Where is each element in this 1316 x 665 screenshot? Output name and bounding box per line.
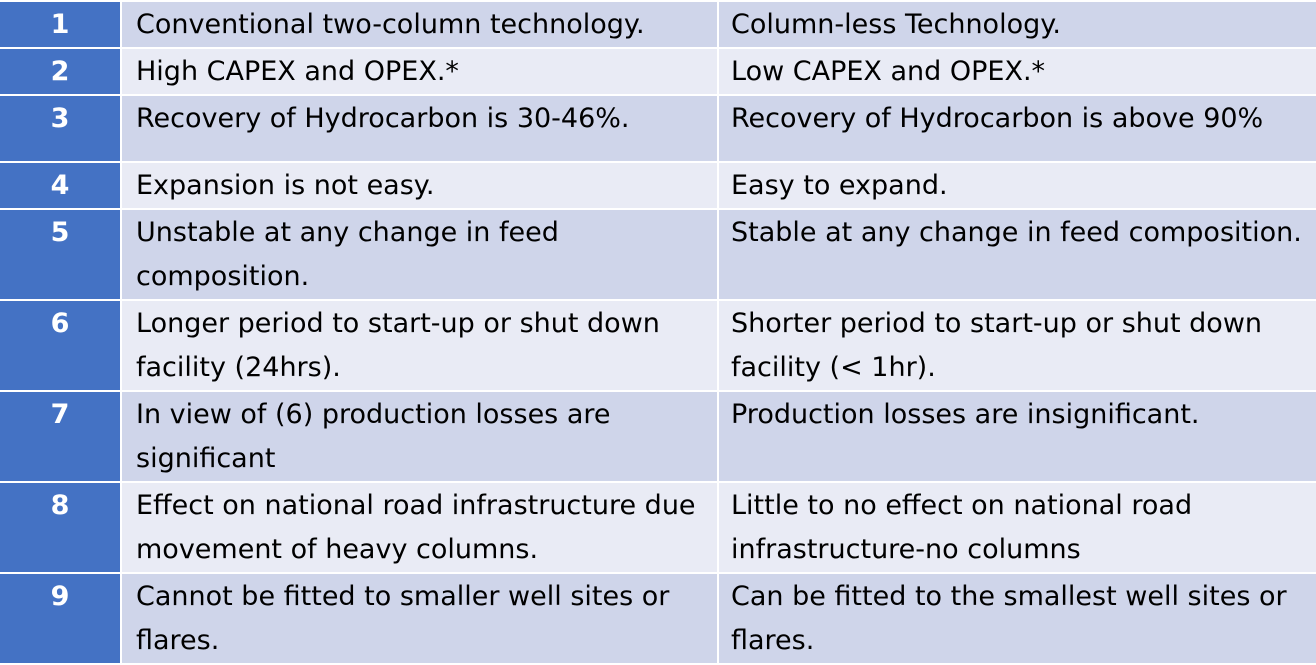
table-row: 9 Cannot be fitted to smaller well sites…: [0, 572, 1316, 665]
columnless-cell: Low CAPEX and OPEX.*: [718, 47, 1316, 96]
row-number: 9: [0, 572, 122, 665]
table-row: 8 Effect on national road infrastructure…: [0, 481, 1316, 574]
table-row: 7 In view of (6) production losses are s…: [0, 390, 1316, 483]
row-number: 6: [0, 299, 122, 392]
conventional-cell: Expansion is not easy.: [121, 161, 719, 210]
conventional-cell: Recovery of Hydrocarbon is 30-46%.: [121, 94, 719, 163]
conventional-cell: In view of (6) production losses are sig…: [121, 390, 719, 483]
row-number: 3: [0, 94, 122, 163]
row-number: 2: [0, 47, 122, 96]
conventional-cell: Effect on national road infrastructure d…: [121, 481, 719, 574]
row-number: 5: [0, 208, 122, 301]
columnless-cell: Production losses are insignificant.: [718, 390, 1316, 483]
conventional-cell: Cannot be fitted to smaller well sites o…: [121, 572, 719, 665]
row-number: 8: [0, 481, 122, 574]
columnless-cell: Easy to expand.: [718, 161, 1316, 210]
columnless-cell: Recovery of Hydrocarbon is above 90%: [718, 94, 1316, 163]
row-number: 1: [0, 0, 122, 49]
table-row: 2 High CAPEX and OPEX.* Low CAPEX and OP…: [0, 47, 1316, 96]
columnless-cell: Column-less Technology.: [718, 0, 1316, 49]
table-row: 6 Longer period to start-up or shut down…: [0, 299, 1316, 392]
row-number: 4: [0, 161, 122, 210]
table-row: 5 Unstable at any change in feed composi…: [0, 208, 1316, 301]
row-number: 7: [0, 390, 122, 483]
table-row: 3 Recovery of Hydrocarbon is 30-46%. Rec…: [0, 94, 1316, 163]
conventional-cell: Longer period to start-up or shut down f…: [121, 299, 719, 392]
table-row: 4 Expansion is not easy. Easy to expand.: [0, 161, 1316, 210]
conventional-cell: High CAPEX and OPEX.*: [121, 47, 719, 96]
conventional-cell: Unstable at any change in feed compositi…: [121, 208, 719, 301]
conventional-cell: Conventional two-column technology.: [121, 0, 719, 49]
table-row: 1 Conventional two-column technology. Co…: [0, 0, 1316, 49]
columnless-cell: Shorter period to start-up or shut down …: [718, 299, 1316, 392]
columnless-cell: Can be fitted to the smallest well sites…: [718, 572, 1316, 665]
columnless-cell: Little to no effect on national road inf…: [718, 481, 1316, 574]
columnless-cell: Stable at any change in feed composition…: [718, 208, 1316, 301]
